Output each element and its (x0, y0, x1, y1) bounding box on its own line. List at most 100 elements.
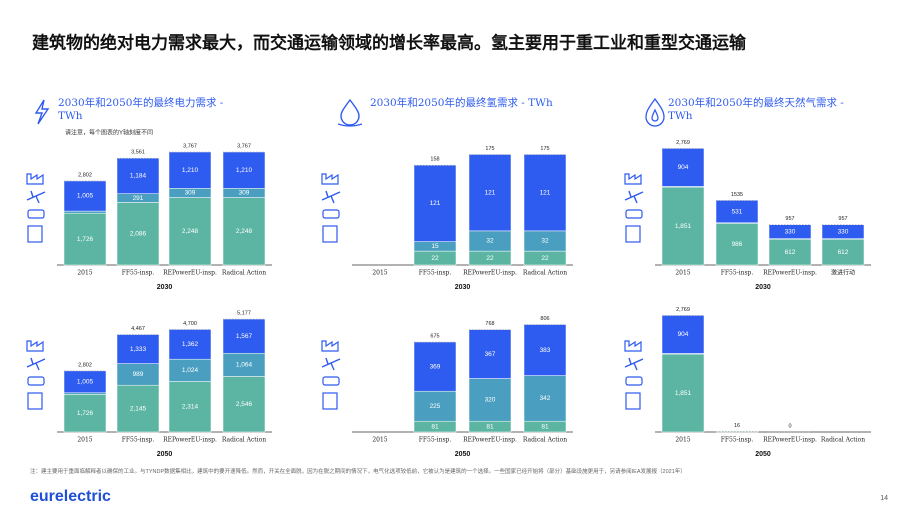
logo: eurelectric (30, 488, 111, 505)
total-label: 3,767 (183, 143, 197, 149)
x-tick-label: REPowerEU-insp. (463, 437, 517, 444)
x-tick-label: FF55-insp. (122, 437, 155, 444)
x-tick-label: 2015 (77, 270, 92, 277)
bar-segment (116, 157, 160, 194)
x-tick-label: REPowerEU-insp. (163, 437, 217, 444)
x-tick-label: 2015 (372, 437, 387, 444)
total-label: 175 (540, 146, 549, 152)
bar-segment (523, 375, 567, 422)
segment-label: 2,248 (236, 228, 253, 235)
total-label: 3,561 (131, 150, 145, 156)
total-label: 158 (430, 157, 439, 163)
factory-icon (321, 340, 339, 352)
subtitle-box: 2030年和2050年的最终氢需求 - TWh (370, 97, 553, 109)
car-icon (27, 376, 45, 386)
bar-segment (821, 238, 865, 266)
segment-label: 2,145 (130, 405, 147, 412)
segment-label: 81 (541, 423, 549, 430)
plane-icon (321, 190, 341, 204)
segment-label: 121 (430, 200, 441, 207)
bar-segment (468, 154, 512, 232)
segment-label: 612 (838, 249, 849, 256)
x-axis-label: 2050 (755, 451, 771, 458)
bar-segment (715, 223, 759, 266)
bar-segment (661, 315, 705, 354)
bar-segment (116, 202, 160, 266)
car-icon (322, 376, 340, 386)
x-tick-label: FF55-insp. (419, 270, 452, 277)
x-tick-label: 2015 (372, 270, 387, 277)
bar-segment (661, 353, 705, 433)
total-label: 3,767 (237, 143, 251, 149)
total-label: 4,467 (131, 326, 145, 332)
segment-label: 22 (541, 255, 549, 262)
segment-label: 309 (185, 190, 196, 197)
segment-label: 309 (239, 190, 250, 197)
segment-label: 2,314 (182, 403, 199, 410)
chart-subtitle: 2030年和2050年的最终电力需求 - TWh (58, 97, 224, 122)
building-icon (625, 225, 641, 243)
bar-segment (661, 186, 705, 266)
segment-label: 81 (431, 423, 439, 430)
segment-label: 1,064 (236, 362, 253, 369)
chart-subtitle: 2030年和2050年的最终天然气需求 - TWh (668, 97, 844, 122)
car-icon (625, 376, 643, 386)
building-icon (322, 392, 338, 410)
building-icon (27, 392, 43, 410)
segment-label: 32 (541, 238, 549, 245)
segment-label: 369 (430, 363, 441, 370)
segment-label: 121 (540, 189, 551, 196)
x-tick-label: FF55-insp. (122, 270, 155, 277)
x-tick-label: 2015 (675, 437, 690, 444)
car-icon (322, 209, 340, 219)
segment-label: 320 (485, 397, 496, 404)
x-tick-label: Radical Action (523, 437, 567, 444)
total-label: 806 (540, 316, 549, 322)
x-tick-label: Radical Action (523, 270, 567, 277)
subtitle-box: 2030年和2050年的最终天然气需求 - TWh (668, 97, 844, 122)
bar-segment (661, 148, 705, 187)
x-tick-label: Radical Action (222, 270, 266, 277)
x-tick-label: 2015 (675, 270, 690, 277)
total-label: 1535 (731, 192, 743, 198)
slide-title: 建筑物的绝对电力需求最大，而交通运输领域的增长率最高。氢主要用于重工业和重型交通… (32, 32, 747, 52)
bar-segment (222, 197, 266, 266)
x-tick-label: REPowerEU-insp. (763, 270, 817, 277)
bar-segment (116, 334, 160, 364)
x-tick-label: 激进行动 (831, 269, 855, 277)
total-label: 16 (734, 423, 740, 429)
total-label: 4,700 (183, 321, 197, 327)
car-icon (27, 209, 45, 219)
segment-label: 342 (540, 395, 551, 402)
bar-segment (222, 151, 266, 189)
segment-label: 22 (486, 255, 494, 262)
factory-icon (624, 173, 642, 185)
segment-label: 2,248 (182, 228, 199, 235)
footnote: 注：建主要用于重面临解释者以确保的工业。与TYNDP数据集相比，建筑中的要开速降… (30, 469, 686, 475)
building-icon (27, 225, 43, 243)
segment-label: 383 (540, 347, 551, 354)
segment-label: 330 (838, 228, 849, 235)
total-label: 2,769 (676, 307, 690, 313)
building-icon (322, 225, 338, 243)
segment-label: 121 (485, 189, 496, 196)
chart-subtitle: 2030年和2050年的最终氢需求 - TWh (370, 97, 553, 109)
total-label: 2,802 (78, 362, 92, 368)
bar-segment (222, 318, 266, 354)
segment-label: 1,726 (77, 410, 94, 417)
segment-label: 225 (430, 403, 441, 410)
x-axis-label: 2030 (755, 284, 771, 291)
segment-label: 1,005 (77, 193, 94, 200)
segment-label: 1,851 (675, 223, 692, 230)
segment-label: 612 (785, 249, 796, 256)
plane-icon (624, 357, 644, 371)
x-axis-label: 2050 (157, 451, 173, 458)
total-label: 957 (838, 216, 847, 222)
bar-segment (168, 151, 212, 189)
segment-label: 989 (133, 371, 144, 378)
plane-icon (26, 357, 46, 371)
segment-label: 15 (431, 243, 439, 250)
x-tick-label: FF55-insp. (419, 437, 452, 444)
